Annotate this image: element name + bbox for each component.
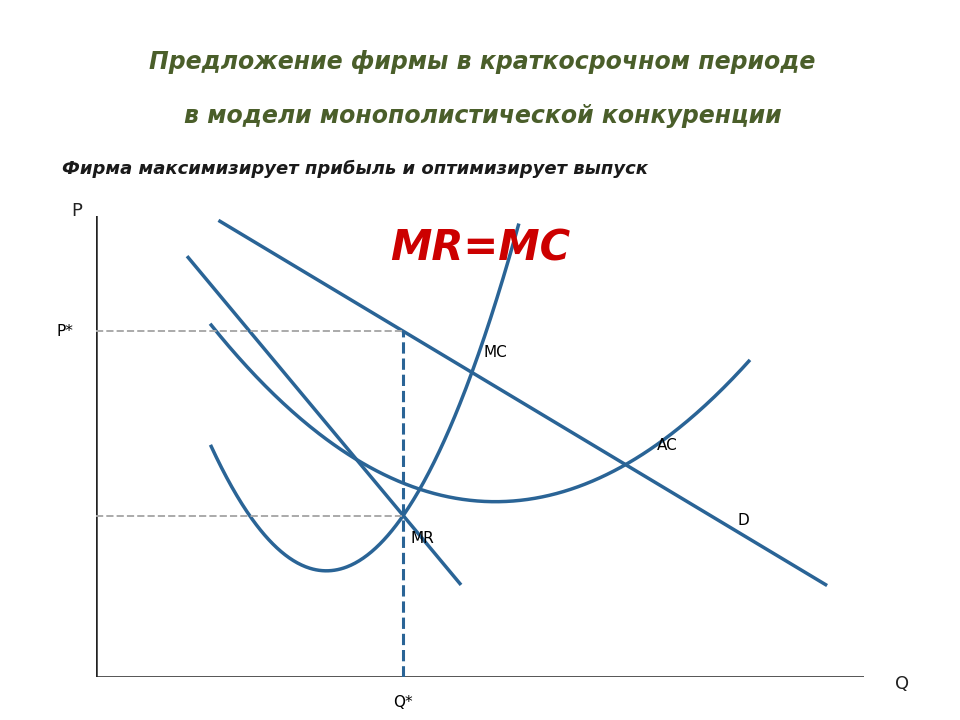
Text: Q: Q [895, 675, 909, 693]
Text: P*: P* [56, 324, 73, 338]
Text: Фирма максимизирует прибыль и оптимизирует выпуск: Фирма максимизирует прибыль и оптимизиру… [62, 160, 648, 179]
Text: D: D [737, 513, 749, 528]
Text: AC: AC [657, 438, 678, 453]
Text: MR: MR [411, 531, 435, 546]
Text: в модели монополистической конкуренции: в модели монополистической конкуренции [183, 104, 781, 128]
Text: P: P [71, 202, 83, 220]
Text: Предложение фирмы в краткосрочном периоде: Предложение фирмы в краткосрочном период… [149, 50, 816, 74]
Text: MC: MC [484, 346, 508, 361]
Text: Q*: Q* [394, 696, 413, 710]
Text: MR=MC: MR=MC [390, 228, 570, 269]
